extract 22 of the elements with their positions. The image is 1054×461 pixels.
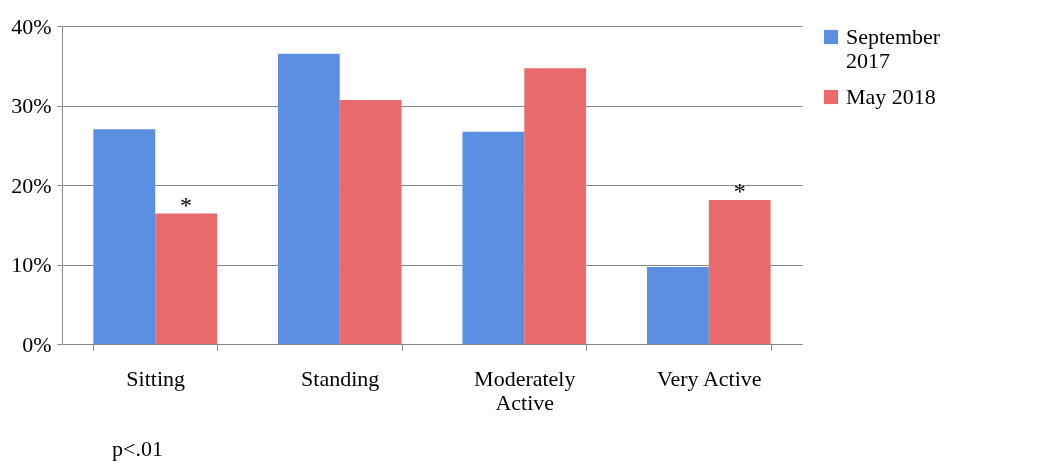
bar: [462, 131, 525, 344]
bar: [277, 53, 340, 344]
legend-label: May 2018: [846, 84, 936, 109]
x-tick-label: Sitting: [126, 365, 186, 391]
x-tick-label: Very Active: [657, 365, 762, 391]
y-tick-label: 40%: [11, 13, 52, 39]
y-tick-label: 30%: [11, 93, 52, 118]
bar: [93, 129, 156, 344]
y-tick-label: 20%: [11, 172, 52, 198]
y-tick-label: 0%: [22, 331, 52, 357]
x-tick-label: Moderately Active: [474, 365, 576, 415]
bar: [524, 68, 587, 344]
annotation: *: [180, 191, 193, 218]
legend-label: September 2017: [846, 24, 941, 73]
bar: [339, 99, 402, 344]
text: p<.01: [112, 436, 163, 461]
x-tick-label: Standing: [301, 365, 380, 391]
y-tick-label: 10%: [11, 252, 52, 277]
bar: [646, 266, 709, 344]
bar: [155, 213, 218, 344]
annotation: *: [733, 178, 746, 205]
bar: [708, 200, 771, 344]
